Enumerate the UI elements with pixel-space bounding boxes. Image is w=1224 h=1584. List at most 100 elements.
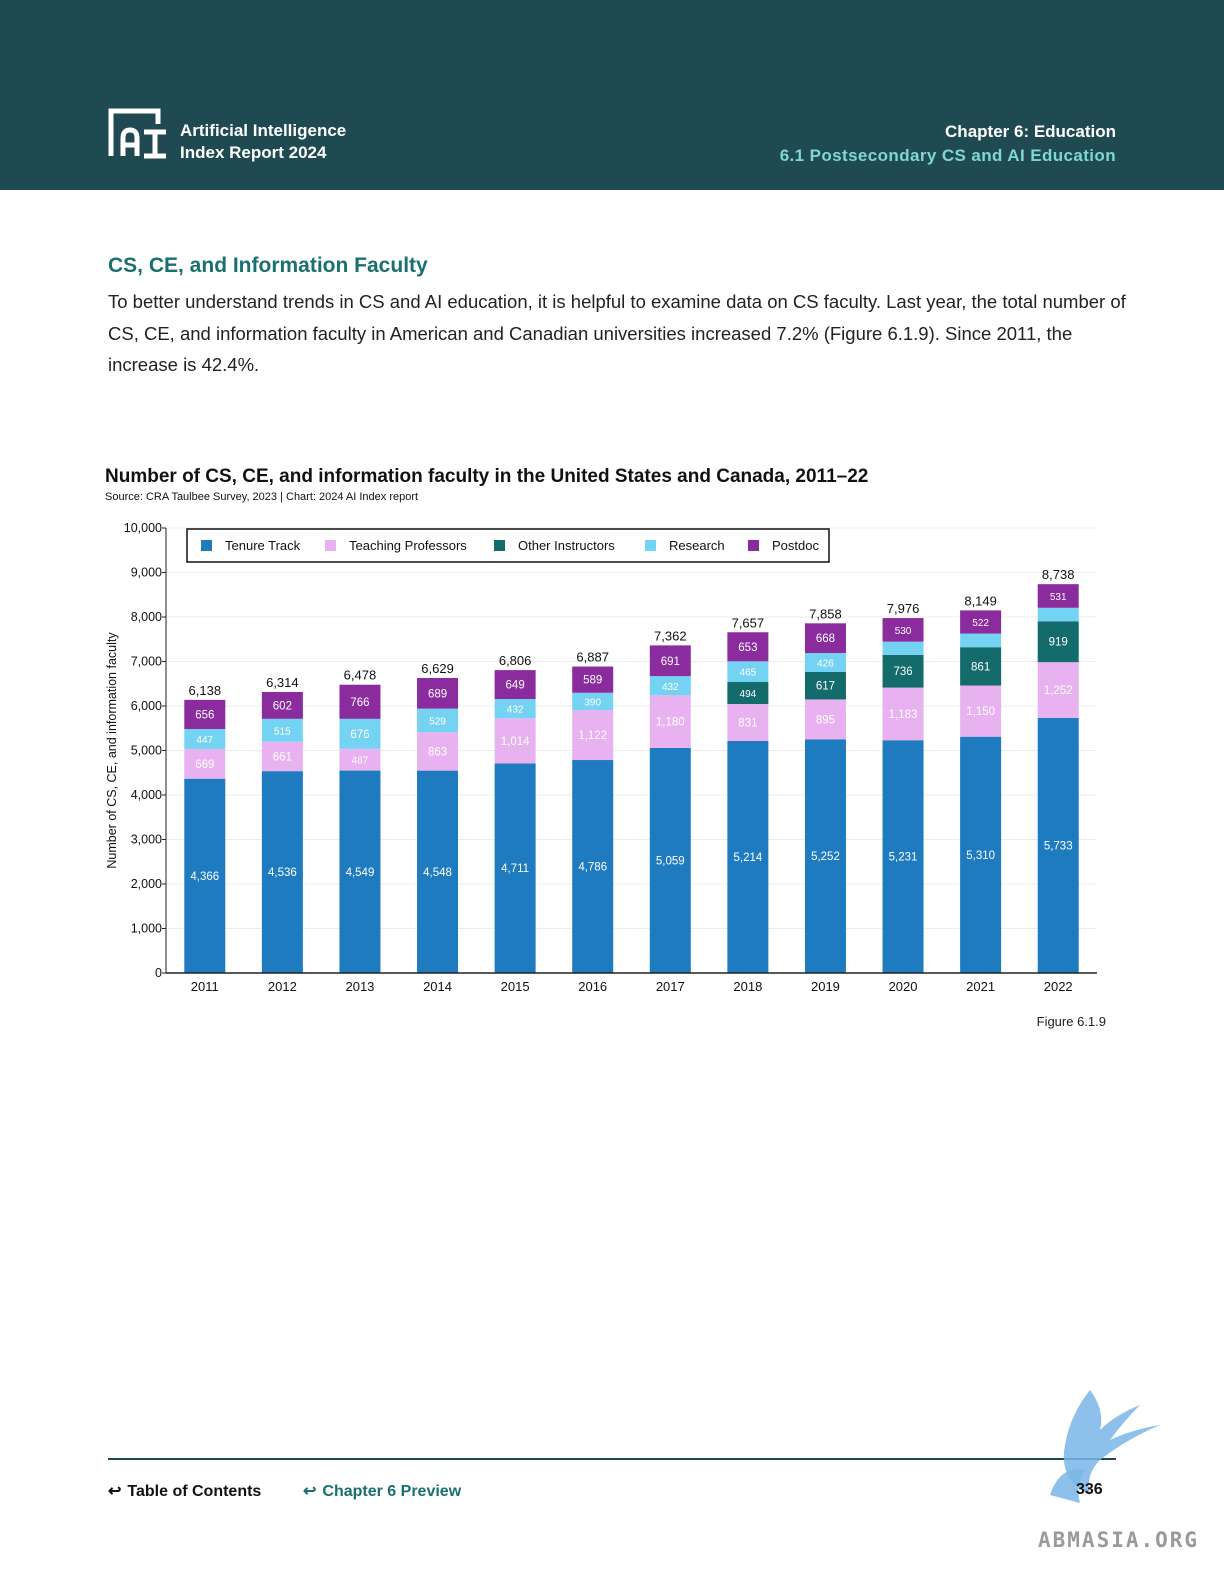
data-label: 4,366 [190, 871, 219, 883]
bar-segment [417, 770, 459, 973]
page-number: 336 [1076, 1481, 1103, 1498]
bar-segment [494, 699, 536, 719]
legend-label: Other Instructors [518, 538, 615, 553]
toc-label: Table of Contents [127, 1483, 262, 1500]
x-tick-label: 2020 [889, 979, 918, 994]
data-label: 589 [583, 675, 602, 687]
data-label: 653 [738, 642, 757, 654]
table-of-contents-link[interactable]: ↩ Table of Contents [108, 1481, 261, 1501]
legend-label: Teaching Professors [349, 538, 467, 553]
bar-segment [494, 718, 536, 764]
data-label: 432 [662, 682, 679, 693]
griffin-watermark-icon [1050, 1390, 1160, 1503]
data-label: 4,711 [501, 863, 529, 875]
page-header: Artificial Intelligence Index Report 202… [0, 0, 1224, 190]
data-label: 919 [1049, 637, 1068, 649]
bar-segment [261, 771, 303, 973]
data-label: 656 [195, 709, 214, 721]
body-paragraph: To better understand trends in CS and AI… [108, 291, 1126, 375]
bar-segment [261, 692, 303, 719]
data-label: 465 [740, 668, 757, 679]
data-label: 4,549 [346, 867, 375, 879]
y-tick-label: 0 [155, 966, 162, 980]
data-label: 691 [661, 656, 680, 668]
x-tick-label: 2011 [191, 979, 219, 994]
y-tick-label: 7,000 [131, 655, 162, 669]
legend-swatch [748, 540, 759, 551]
data-label: 487 [352, 756, 369, 767]
data-label: 4,536 [268, 867, 297, 879]
legend-box [186, 528, 830, 563]
data-label: 1,180 [656, 717, 685, 729]
bar-segment [960, 685, 1002, 737]
bar-segment [882, 740, 924, 973]
bar-segment [804, 672, 846, 700]
y-tick-label: 1,000 [131, 922, 162, 936]
bar-segment [572, 760, 614, 973]
ai-index-logo [108, 108, 166, 159]
chapter-title: Chapter 6: Education [945, 122, 1116, 141]
bar-segment [572, 666, 614, 693]
total-label: 7,362 [654, 628, 687, 643]
data-label: 1,122 [578, 730, 607, 742]
bar-segment [339, 718, 381, 749]
data-label: 861 [971, 661, 990, 673]
data-label: 1,183 [889, 709, 918, 721]
chapter-preview-link[interactable]: ↩ Chapter 6 Preview [303, 1481, 461, 1501]
total-label: 6,887 [576, 650, 609, 665]
y-tick-label: 10,000 [124, 521, 162, 535]
brand-line-1: Artificial Intelligence [180, 121, 347, 140]
data-label: 602 [273, 700, 292, 712]
y-tick-label: 8,000 [131, 610, 162, 624]
y-tick-label: 3,000 [131, 833, 162, 847]
data-label: 5,214 [733, 852, 762, 864]
stacked-bar-chart: 0 1,000 2,000 3,000 4,000 5,000 6,000 7,000 8,00… [105, 521, 1097, 994]
data-label: 649 [506, 680, 525, 692]
bar-segment [882, 687, 924, 741]
data-label: 668 [816, 633, 835, 645]
data-label: 5,310 [966, 850, 995, 862]
chart-title: Number of CS, CE, and information facult… [105, 466, 869, 487]
x-tick-label: 2017 [656, 979, 685, 994]
bar-segment [649, 645, 691, 677]
bar-segment [184, 748, 226, 779]
bar-segment [1037, 717, 1079, 973]
x-tick-label: 2019 [811, 979, 840, 994]
chapter-preview-label: Chapter 6 Preview [322, 1483, 462, 1500]
bar-segment [882, 641, 924, 655]
bar-segment [494, 763, 536, 973]
total-label: 6,314 [266, 675, 299, 690]
data-label: 736 [893, 666, 912, 678]
bar-segment [417, 732, 459, 771]
watermark-text: ABMASIA.ORG [1038, 1528, 1200, 1552]
chapter-heading: Chapter 6: Education 6.1 Postsecondary C… [780, 120, 1116, 168]
data-label: 426 [817, 659, 834, 670]
bar-segment [339, 748, 381, 771]
data-label: 1,014 [501, 736, 530, 748]
data-label: 766 [350, 697, 369, 709]
bar-segment [261, 718, 303, 742]
y-tick-label: 9,000 [131, 566, 162, 580]
bar-segment [1037, 607, 1079, 622]
legend-swatch [201, 540, 212, 551]
bar-segment [882, 618, 924, 642]
bar-segment [649, 695, 691, 748]
chart-source: Source: CRA Taulbee Survey, 2023 | Chart… [105, 491, 419, 503]
bar-segment [960, 610, 1002, 634]
return-arrow-icon: ↩ [303, 1483, 317, 1500]
data-label: 432 [507, 705, 524, 716]
bar-segment [417, 708, 459, 733]
bar-segment [1037, 662, 1079, 718]
bar-segment [339, 684, 381, 719]
total-label: 6,629 [421, 661, 454, 676]
data-label: 494 [740, 689, 757, 700]
bar-segment [649, 676, 691, 696]
brand-line-2: Index Report 2024 [180, 143, 327, 162]
x-tick-label: 2014 [423, 979, 452, 994]
bar-segment [804, 623, 846, 654]
bar-segment [960, 633, 1002, 648]
footer-divider [108, 1458, 1116, 1460]
x-tick-label: 2021 [966, 979, 995, 994]
total-label: 6,478 [344, 668, 377, 683]
total-label: 7,858 [809, 606, 842, 621]
